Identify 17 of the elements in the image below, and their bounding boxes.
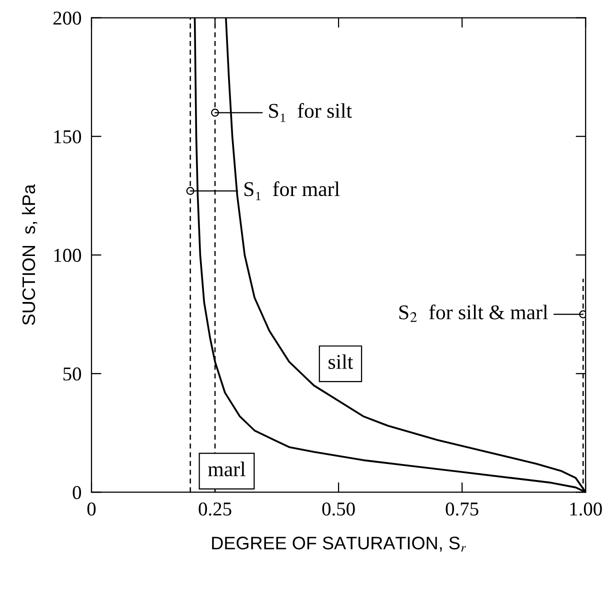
x-tick-label: 1.00	[570, 502, 602, 516]
x-tick-label: 0.25	[198, 502, 232, 516]
y-tick-label: 50	[63, 367, 82, 381]
annotation: S₁ for silt	[269, 103, 352, 122]
y-tick-label: 150	[54, 130, 82, 144]
x-tick-label: 0.50	[322, 502, 355, 516]
x-tick-label: 0	[87, 502, 96, 516]
y-tick-label: 200	[53, 12, 82, 25]
y-tick-label: 0	[72, 486, 82, 500]
x-axis-title: DEGREE OF SATURATION, S$_{r}$	[212, 536, 466, 552]
series-label: marl	[208, 462, 246, 476]
y-tick-label: 100	[54, 248, 82, 262]
x-tick-label: 0.75	[446, 502, 478, 516]
annotation: S$_{2}$ for silt & marl	[399, 304, 548, 322]
annotation: S₁ for marl	[244, 181, 340, 200]
y-axis-title: SUCTION s, kPa	[22, 184, 38, 325]
series-label: silt	[328, 354, 354, 369]
